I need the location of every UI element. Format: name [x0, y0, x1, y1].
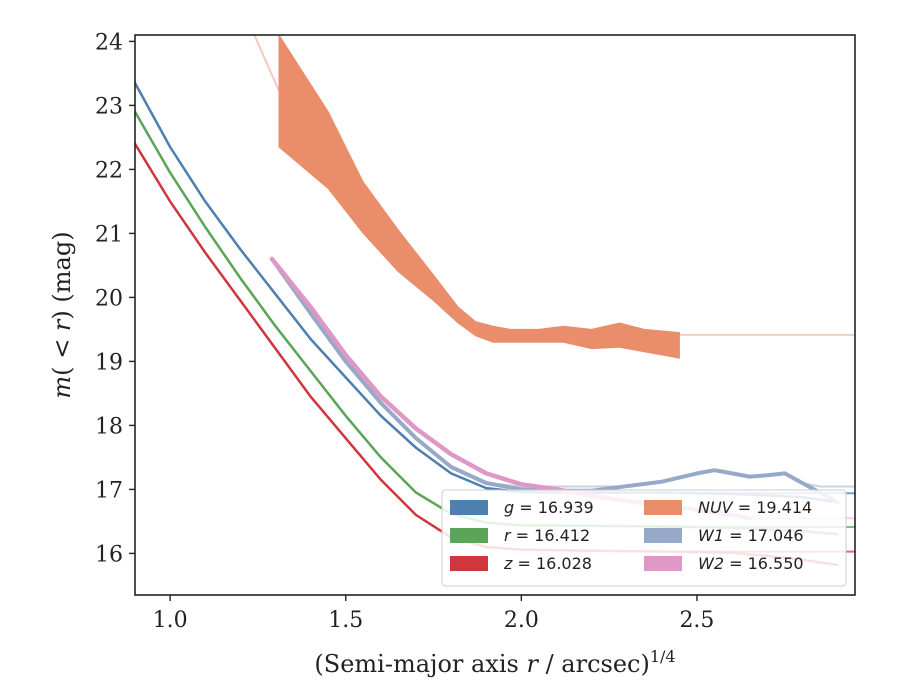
legend-label-nuv: NUV = 19.414	[698, 498, 812, 517]
y-tick-label: 24	[95, 30, 123, 55]
series-line-w1	[270, 257, 840, 505]
y-tick-label: 17	[95, 478, 123, 503]
axes: 1.0 1.5 2.0 2.5 16 17 18 19 20 21 22 23 24	[95, 30, 714, 633]
y-tick-label: 22	[95, 158, 123, 183]
model-line-g	[135, 82, 855, 495]
legend-swatch-w1	[644, 528, 682, 543]
y-tick-label: 19	[95, 350, 123, 375]
y-tick-label: 20	[95, 286, 123, 311]
y-tick-label: 23	[95, 94, 123, 119]
legend-swatch-r	[450, 528, 488, 543]
y-axis-label: m( < r) (mag)	[48, 231, 76, 398]
model-line-w2	[271, 258, 855, 520]
legend-swatch-w2	[644, 556, 682, 571]
y-tick-label: 16	[95, 542, 123, 567]
y-tick-label: 21	[95, 222, 123, 247]
legend-label-w1: W1 = 17.046	[698, 526, 804, 545]
x-axis-label: (Semi-major axis r / arcsec)1/4	[314, 647, 675, 678]
legend-label-w2: W2 = 16.550	[698, 554, 804, 573]
x-tick-label: 1.0	[153, 608, 188, 633]
plot-area	[135, 35, 855, 567]
legend-label-g: g = 16.939	[504, 498, 594, 517]
x-tick-label: 2.5	[679, 608, 714, 633]
x-tick-label: 1.5	[328, 608, 363, 633]
legend-swatch-z	[450, 556, 488, 571]
series-band-nuv	[278, 35, 680, 359]
plot-frame	[134, 34, 856, 596]
x-tick-label: 2.0	[504, 608, 539, 633]
model-line-r	[135, 111, 855, 528]
legend-label-r: r = 16.412	[504, 526, 590, 545]
series-line-g	[135, 81, 839, 504]
y-tick-label: 18	[95, 414, 123, 439]
legend-label-z: z = 16.028	[503, 554, 592, 573]
legend-swatch-nuv	[644, 500, 682, 515]
legend: g = 16.939 r = 16.412 z = 16.028 NUV = 19.4…	[441, 489, 847, 587]
legend-swatch-g	[450, 500, 488, 515]
